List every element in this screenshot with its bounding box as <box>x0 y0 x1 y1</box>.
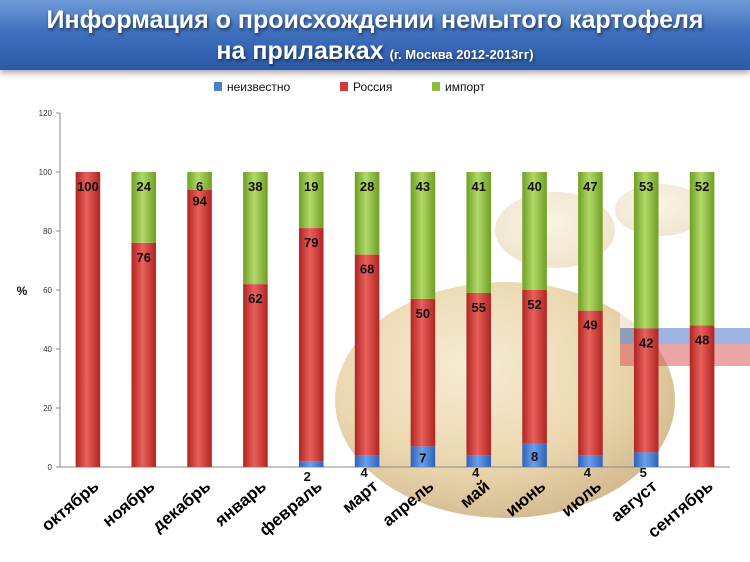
bar-segment-russia <box>578 310 603 456</box>
data-label: 43 <box>416 179 430 194</box>
data-label: 4 <box>472 465 480 480</box>
data-label: 48 <box>695 332 709 347</box>
bar-segment-unknown <box>466 455 492 467</box>
data-label: 40 <box>527 179 541 194</box>
bar-segment-import <box>243 172 268 285</box>
bar-series-area <box>75 172 715 467</box>
y-tick-label: 20 <box>43 404 52 413</box>
y-tick-label: 0 <box>48 463 53 472</box>
bar-segment-import <box>633 172 659 329</box>
data-label: 55 <box>472 300 486 315</box>
bar-segment-unknown <box>633 452 659 467</box>
bar-segment-unknown <box>354 455 380 467</box>
legend-label: неизвестно <box>227 80 291 94</box>
category-label: декабрь <box>149 477 214 536</box>
bar-segment-russia <box>298 228 324 462</box>
data-label: 79 <box>304 235 318 250</box>
data-label: 53 <box>639 179 653 194</box>
category-label: март <box>339 477 382 517</box>
title-banner: Информация о происхождении немытого карт… <box>0 0 750 70</box>
data-label: 52 <box>695 179 709 194</box>
chart-title-line2: на прилавках (г. Москва 2012-2013гг) <box>0 36 750 70</box>
bar-segment-russia <box>522 290 547 444</box>
data-label: 24 <box>137 179 152 194</box>
y-axis: 0 20 40 60 80 100 120 % <box>17 109 61 472</box>
data-label: 50 <box>416 306 430 321</box>
legend: неизвестно Россия импорт <box>214 80 486 94</box>
legend-label: Россия <box>353 80 392 94</box>
data-label: 94 <box>192 194 207 209</box>
data-label: 4 <box>584 465 592 480</box>
data-label: 8 <box>531 449 538 464</box>
bar-segment-unknown <box>578 455 603 467</box>
y-tick-label: 40 <box>43 345 52 354</box>
bar-segment-russia <box>243 284 268 467</box>
y-tick-labels: 0 20 40 60 80 100 120 <box>39 109 60 472</box>
data-label: 100 <box>77 179 99 194</box>
data-label: 49 <box>583 318 597 333</box>
bar-segment-import <box>131 172 157 243</box>
bar-segment-import <box>187 172 212 190</box>
bar-segment-russia <box>354 254 380 456</box>
legend-swatch <box>432 82 440 91</box>
legend-swatch <box>340 82 348 91</box>
bar-segment-import <box>689 172 715 326</box>
bar-segment-russia <box>187 189 212 467</box>
bar-segment-import <box>410 172 436 299</box>
data-label: 76 <box>137 250 151 265</box>
bar-segment-russia <box>75 172 101 467</box>
legend-swatch <box>214 82 222 91</box>
bar-segment-import <box>354 172 380 255</box>
data-label: 28 <box>360 179 374 194</box>
data-label: 68 <box>360 262 374 277</box>
y-tick-label: 80 <box>43 227 52 236</box>
bar-segment-russia <box>131 242 157 467</box>
y-axis-label: % <box>17 284 28 298</box>
bar-segment-russia <box>633 328 659 453</box>
y-tick-label: 120 <box>39 109 53 118</box>
chart-title-part2: на прилавках <box>216 37 384 65</box>
data-label: 52 <box>527 297 541 312</box>
data-label: 42 <box>639 335 653 350</box>
legend-label: импорт <box>445 80 486 94</box>
bar-segment-import <box>522 172 547 290</box>
data-label: 47 <box>583 179 597 194</box>
y-tick-label: 100 <box>39 168 53 177</box>
data-label: 4 <box>360 465 368 480</box>
bar-segment-import <box>466 172 492 293</box>
bar-segment-unknown <box>298 461 324 467</box>
data-label: 7 <box>419 451 426 466</box>
chart-title: Информация о происхождении немытого карт… <box>46 6 704 34</box>
data-label: 2 <box>304 469 311 484</box>
bar-segment-import <box>298 172 324 229</box>
data-label: 38 <box>248 179 262 194</box>
bar-segment-russia <box>410 298 436 447</box>
category-label: октябрь <box>38 477 103 536</box>
data-labels: 100 76 24 946 62 38 2 79 19 4 68 28 7 50 43 4 55 41 8 52 40 4… <box>77 179 709 484</box>
data-label: 19 <box>304 179 318 194</box>
category-label: февраль <box>256 477 326 540</box>
data-label: 41 <box>472 179 486 194</box>
data-label: 5 <box>640 465 647 480</box>
data-label: 62 <box>248 291 262 306</box>
data-label: 6 <box>196 179 203 194</box>
bar-segment-import <box>578 172 603 311</box>
bar-segment-russia <box>466 292 492 456</box>
chart-subtitle: (г. Москва 2012-2013гг) <box>389 47 534 62</box>
y-tick-label: 60 <box>43 286 52 295</box>
bar-segment-russia <box>689 325 715 467</box>
bar-segment-unknown <box>522 443 547 467</box>
bar-segment-unknown <box>410 446 436 467</box>
